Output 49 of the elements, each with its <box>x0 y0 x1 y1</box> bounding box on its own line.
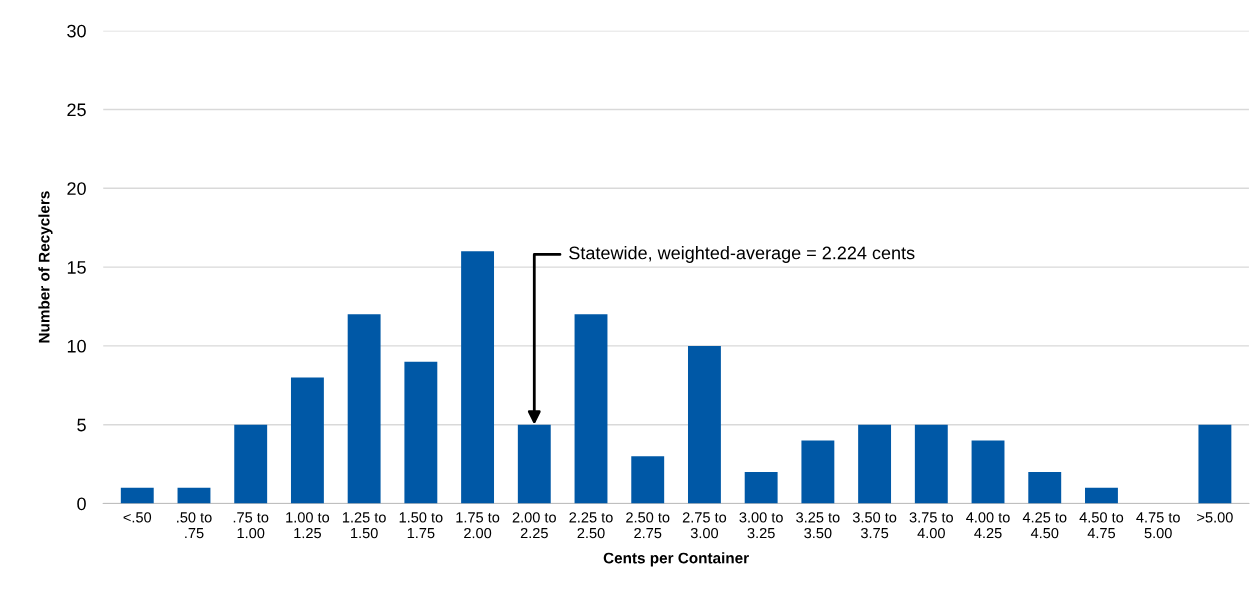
bar <box>120 487 154 504</box>
x-tick-label: 2.50 to 2.75 <box>626 512 670 539</box>
x-tick-label: .50 to .75 <box>177 512 212 539</box>
bar <box>744 471 778 504</box>
bar <box>1028 471 1062 504</box>
x-tick-label: 2.75 to 3.00 <box>682 512 727 539</box>
bar <box>914 424 948 504</box>
y-tick-label: 20 <box>67 182 86 196</box>
x-tick-label: 1.00 to 1.25 <box>286 512 330 539</box>
bar <box>574 314 608 504</box>
x-tick-label: 3.00 to 3.25 <box>739 512 783 539</box>
y-tick-label: 10 <box>67 339 86 353</box>
x-tick-label: >5.00 <box>1197 512 1233 523</box>
bar <box>347 314 381 504</box>
bar <box>461 251 495 504</box>
x-tick-label: 1.75 to 2.00 <box>456 512 500 539</box>
x-tick-label: <.50 <box>123 512 152 523</box>
y-tick-label: 0 <box>77 497 86 511</box>
bar <box>858 424 892 504</box>
bar <box>801 440 835 504</box>
x-tick-label: 1.50 to 1.75 <box>399 512 443 539</box>
bar <box>631 456 665 504</box>
x-tick-label: 1.25 to 1.50 <box>342 512 386 539</box>
x-tick-label: 3.50 to 3.75 <box>852 512 897 539</box>
bar <box>177 487 211 504</box>
y-tick-label: 30 <box>67 24 86 38</box>
x-tick-label: 4.25 to 4.50 <box>1022 512 1067 539</box>
annotation: Statewide, weighted-average = 2.224 cents <box>569 246 915 263</box>
x-tick-label: 2.25 to 2.50 <box>569 512 613 539</box>
x-tick-label: .75 to 1.00 <box>233 512 269 539</box>
bar <box>517 424 551 504</box>
bar <box>290 377 324 504</box>
bar <box>971 440 1005 504</box>
bar <box>1085 487 1118 504</box>
x-tick-label: 2.00 to 2.25 <box>512 512 556 539</box>
x-axis-title: Cents per Container <box>603 552 749 567</box>
x-tick-label: 4.75 to 5.00 <box>1136 512 1180 539</box>
y-tick-label: 25 <box>67 103 86 117</box>
x-tick-label: 4.50 to 4.75 <box>1079 512 1124 539</box>
bar <box>404 361 438 504</box>
x-tick-label: 3.25 to 3.50 <box>796 512 840 539</box>
x-tick-label: 4.00 to 4.25 <box>966 512 1010 539</box>
bar <box>1198 424 1232 504</box>
x-tick-label: 3.75 to 4.00 <box>909 512 953 539</box>
bar <box>234 424 268 504</box>
y-tick-label: 15 <box>67 261 86 274</box>
y-tick-label: 5 <box>77 418 86 432</box>
bar <box>687 345 721 504</box>
y-axis-title: Number of Recyclers <box>38 191 53 343</box>
